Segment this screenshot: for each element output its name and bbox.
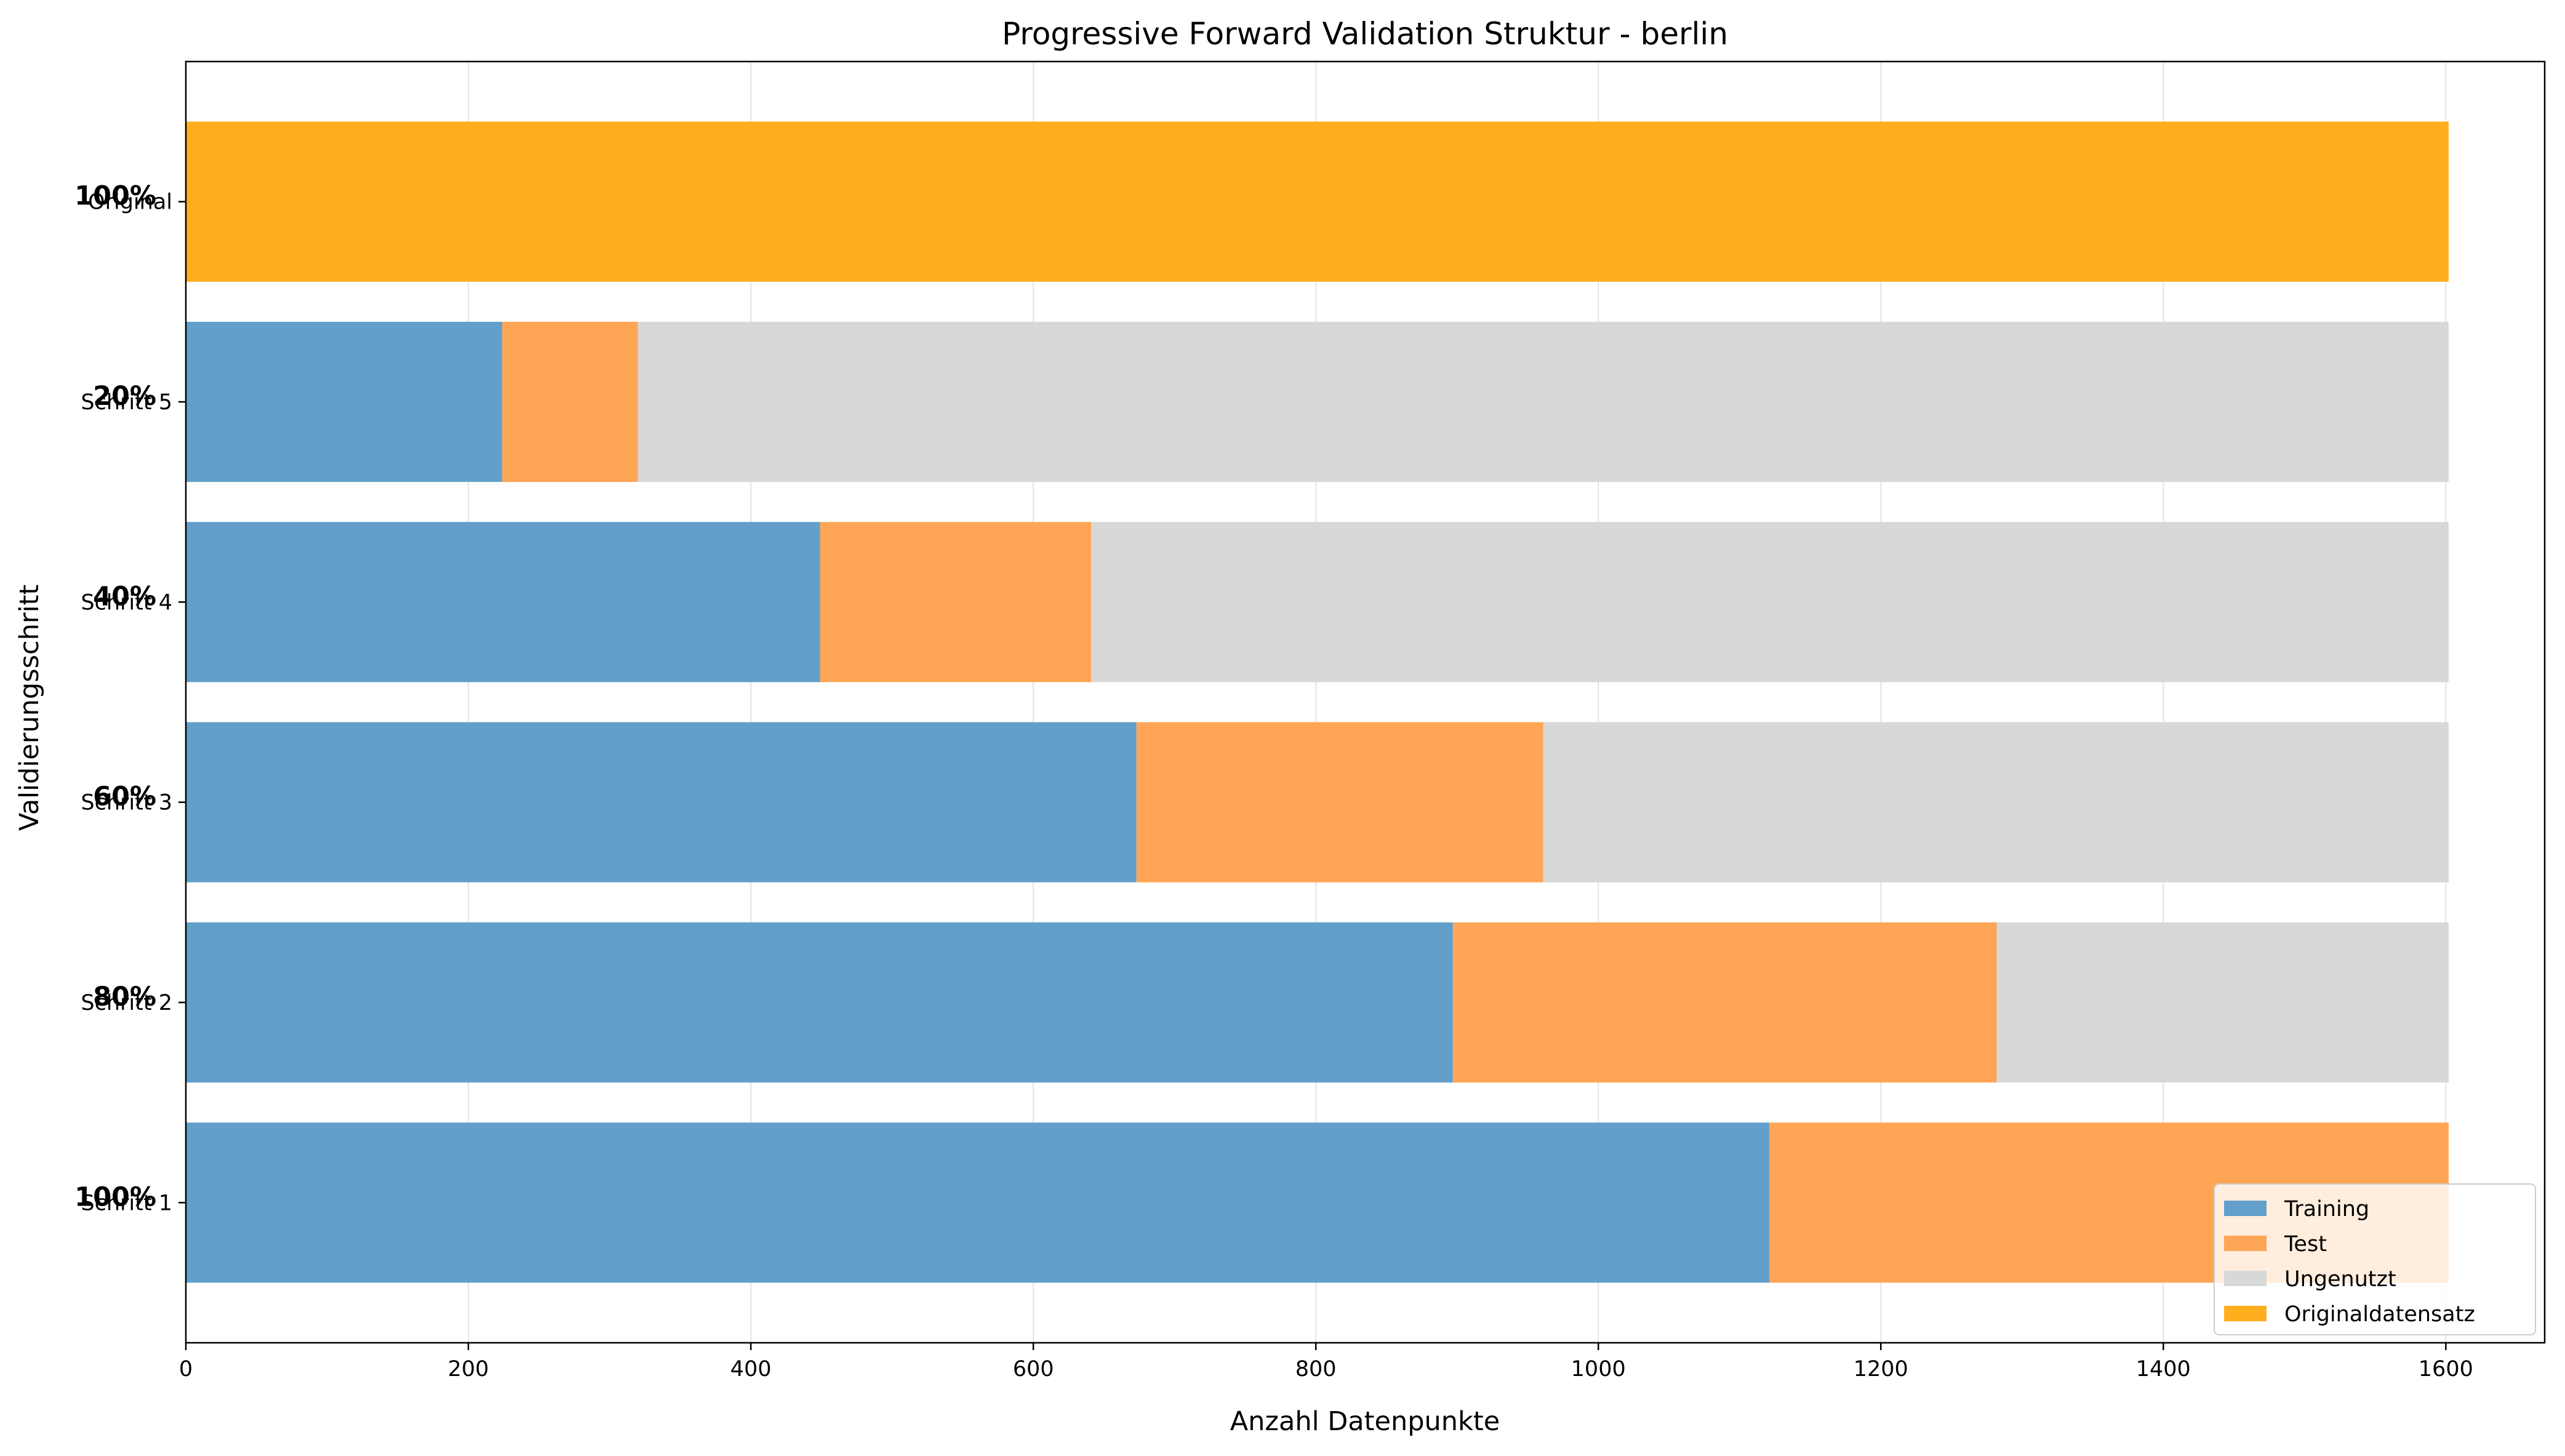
y-tick-label-schritt-3: Schritt 3 bbox=[81, 791, 172, 815]
bar-ungenutzt-schritt-2 bbox=[1996, 922, 2449, 1083]
plot-frame bbox=[185, 60, 2546, 1344]
bar-test-schritt-4 bbox=[820, 522, 1092, 682]
chart-title: Progressive Forward Validation Struktur … bbox=[1002, 16, 1728, 52]
x-tick-label-600: 600 bbox=[1013, 1357, 1054, 1382]
legend-swatch-training bbox=[2224, 1201, 2267, 1216]
legend-label-ungenutzt: Ungenutzt bbox=[2284, 1267, 2396, 1292]
legend-swatch-originaldatensatz bbox=[2224, 1306, 2267, 1321]
bar-ungenutzt-schritt-3 bbox=[1543, 722, 2449, 882]
bar-training-schritt-5 bbox=[186, 321, 503, 482]
y-tick-label-schritt-2: Schritt 2 bbox=[81, 991, 172, 1015]
bar-training-schritt-3 bbox=[186, 722, 1137, 882]
y-axis-title: Validierungsschritt bbox=[14, 585, 45, 831]
bar-training-schritt-2 bbox=[186, 922, 1453, 1083]
x-axis-title: Anzahl Datenpunkte bbox=[1230, 1406, 1500, 1437]
y-tick-labels: Schritt 1 Schritt 2 Schritt 3 Schritt 4 Schr… bbox=[81, 190, 186, 1215]
x-tick-label-1200: 1200 bbox=[1854, 1357, 1908, 1382]
legend-swatch-ungenutzt bbox=[2224, 1271, 2267, 1286]
y-tick-label-schritt-1: Schritt 1 bbox=[81, 1191, 172, 1215]
x-tick-label-1000: 1000 bbox=[1571, 1357, 1626, 1382]
percent-label-original: 100% bbox=[74, 181, 156, 212]
percent-label-schritt-1: 100% bbox=[74, 1182, 156, 1212]
legend-label-originaldatensatz: Originaldatensatz bbox=[2284, 1302, 2475, 1327]
x-tick-label-0: 0 bbox=[179, 1357, 193, 1382]
percent-label-schritt-5: 20% bbox=[93, 381, 156, 412]
bar-test-schritt-3 bbox=[1136, 722, 1543, 882]
bar-training-schritt-4 bbox=[186, 522, 820, 682]
legend-label-test: Test bbox=[2284, 1232, 2327, 1257]
bar-test-schritt-2 bbox=[1452, 922, 1997, 1083]
x-tick-label-200: 200 bbox=[448, 1357, 489, 1382]
bars bbox=[186, 121, 2449, 1283]
y-tick-label-schritt-4: Schritt 4 bbox=[81, 590, 172, 615]
percent-label-schritt-4: 40% bbox=[93, 581, 156, 612]
bar-ungenutzt-schritt-4 bbox=[1091, 522, 2449, 682]
bar-originaldatensatz-original bbox=[186, 121, 2449, 282]
x-tick-label-400: 400 bbox=[730, 1357, 772, 1382]
bar-training-schritt-1 bbox=[186, 1122, 1769, 1283]
legend-swatch-test bbox=[2224, 1236, 2267, 1251]
legend-label-training: Training bbox=[2284, 1197, 2369, 1222]
legend-box bbox=[2214, 1183, 2536, 1335]
x-tick-label-1400: 1400 bbox=[2136, 1357, 2191, 1382]
x-axis: 0 200 400 600 800 1000 1200 1400 1600 bbox=[179, 1343, 2473, 1382]
x-tick-label-800: 800 bbox=[1295, 1357, 1337, 1382]
x-tick-label-1600: 1600 bbox=[2419, 1357, 2473, 1382]
y-tick-label-original: Original bbox=[88, 190, 172, 215]
bar-test-schritt-5 bbox=[502, 321, 638, 482]
percent-labels: 100% 80% 60% 40% 20% 100% bbox=[74, 181, 156, 1213]
percent-label-schritt-2: 80% bbox=[93, 982, 156, 1012]
y-tick-label-schritt-5: Schritt 5 bbox=[81, 390, 172, 415]
bar-ungenutzt-schritt-5 bbox=[638, 321, 2449, 482]
percent-label-schritt-3: 60% bbox=[93, 782, 156, 812]
legend: Training Test Ungenutzt Originaldatensatz bbox=[2214, 1183, 2536, 1335]
